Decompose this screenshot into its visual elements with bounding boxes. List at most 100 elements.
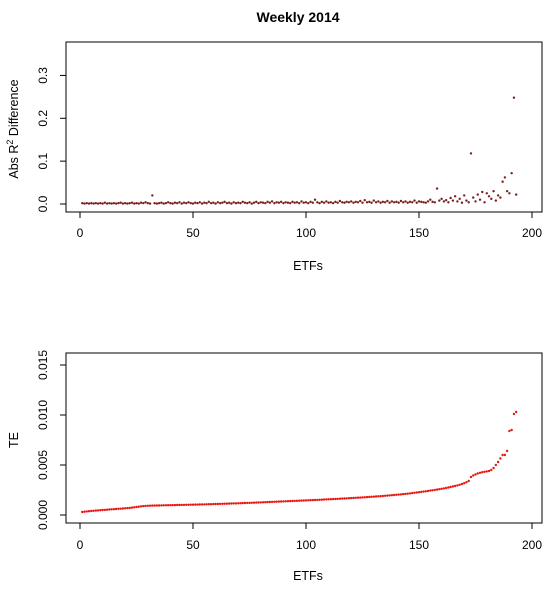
data-point: [212, 502, 215, 506]
data-point: [241, 200, 244, 204]
data-point: [237, 201, 240, 204]
data-point: [92, 509, 95, 512]
data-point: [266, 200, 269, 204]
data-point: [205, 201, 208, 205]
data-point: [121, 202, 125, 205]
data-point: [160, 504, 163, 507]
data-point: [309, 200, 312, 204]
data-point: [338, 497, 342, 500]
data-point: [130, 201, 134, 204]
data-point: [300, 200, 303, 203]
data-point: [277, 500, 281, 503]
data-point: [372, 199, 375, 202]
data-point: [365, 201, 369, 204]
data-point: [487, 195, 491, 198]
data-point: [386, 494, 389, 497]
data-point: [340, 201, 344, 204]
data-point: [395, 493, 398, 496]
data-point: [148, 202, 152, 205]
x-tick-label: 150: [409, 538, 429, 552]
data-point: [356, 496, 360, 499]
data-point: [311, 201, 314, 204]
data-point: [187, 503, 190, 506]
data-point: [101, 202, 104, 205]
data-point: [178, 503, 181, 507]
data-point: [435, 187, 439, 190]
data-point: [481, 190, 484, 194]
data-point: [108, 508, 111, 511]
data-point: [316, 201, 319, 204]
data-point: [302, 201, 305, 204]
data-point: [234, 502, 238, 505]
data-point: [103, 201, 107, 204]
data-point: [164, 504, 168, 507]
data-point: [135, 505, 138, 509]
data-point: [472, 474, 475, 477]
data-point: [449, 196, 452, 200]
data-point: [166, 201, 170, 204]
data-point: [329, 201, 333, 204]
data-point: [487, 469, 491, 473]
data-point: [325, 200, 328, 203]
data-point: [327, 201, 330, 204]
data-point: [463, 482, 466, 485]
data-point: [286, 500, 290, 503]
data-point: [133, 202, 136, 205]
data-point: [243, 501, 247, 505]
data-point: [157, 201, 161, 205]
data-point: [494, 463, 498, 467]
data-point: [209, 503, 213, 506]
data-point: [442, 487, 446, 490]
data-point: [255, 200, 258, 204]
data-point: [200, 202, 204, 205]
data-point: [406, 201, 409, 204]
data-point: [368, 200, 371, 204]
data-point: [359, 199, 362, 203]
data-point: [311, 498, 314, 502]
data-point: [397, 493, 400, 496]
data-point: [334, 200, 337, 204]
data-point: [230, 202, 233, 205]
data-point: [307, 201, 310, 205]
data-point: [411, 491, 414, 495]
data-point: [383, 201, 387, 204]
data-point: [243, 201, 247, 204]
data-point: [512, 412, 516, 416]
data-point: [212, 201, 215, 204]
data-point: [451, 199, 455, 202]
data-point: [239, 201, 242, 205]
data-point: [96, 509, 100, 512]
data-point: [87, 202, 91, 205]
data-point: [284, 201, 287, 204]
data-point: [474, 200, 477, 203]
data-point: [510, 428, 513, 432]
data-point: [94, 201, 98, 205]
data-point: [431, 489, 434, 492]
data-point: [383, 494, 387, 497]
data-point: [248, 501, 251, 505]
data-point: [512, 96, 516, 99]
data-point: [478, 471, 482, 474]
data-point: [514, 410, 518, 414]
data-point: [447, 201, 450, 204]
data-point: [207, 200, 211, 204]
data-point: [291, 200, 294, 204]
data-point: [458, 483, 461, 486]
data-point: [250, 202, 253, 205]
y-tick-label: 0.3: [36, 67, 50, 84]
data-point: [225, 201, 229, 205]
data-point: [322, 498, 326, 501]
data-point: [322, 201, 326, 204]
data-point: [426, 489, 430, 493]
data-point: [110, 508, 113, 511]
data-point: [424, 201, 427, 204]
data-point: [363, 496, 366, 499]
data-point: [144, 504, 147, 508]
data-point: [239, 502, 242, 505]
data-point: [485, 470, 488, 473]
x-tick-label: 150: [409, 226, 429, 240]
data-point: [496, 194, 500, 197]
data-point: [390, 494, 394, 497]
data-point: [284, 500, 287, 503]
data-point: [465, 199, 468, 202]
